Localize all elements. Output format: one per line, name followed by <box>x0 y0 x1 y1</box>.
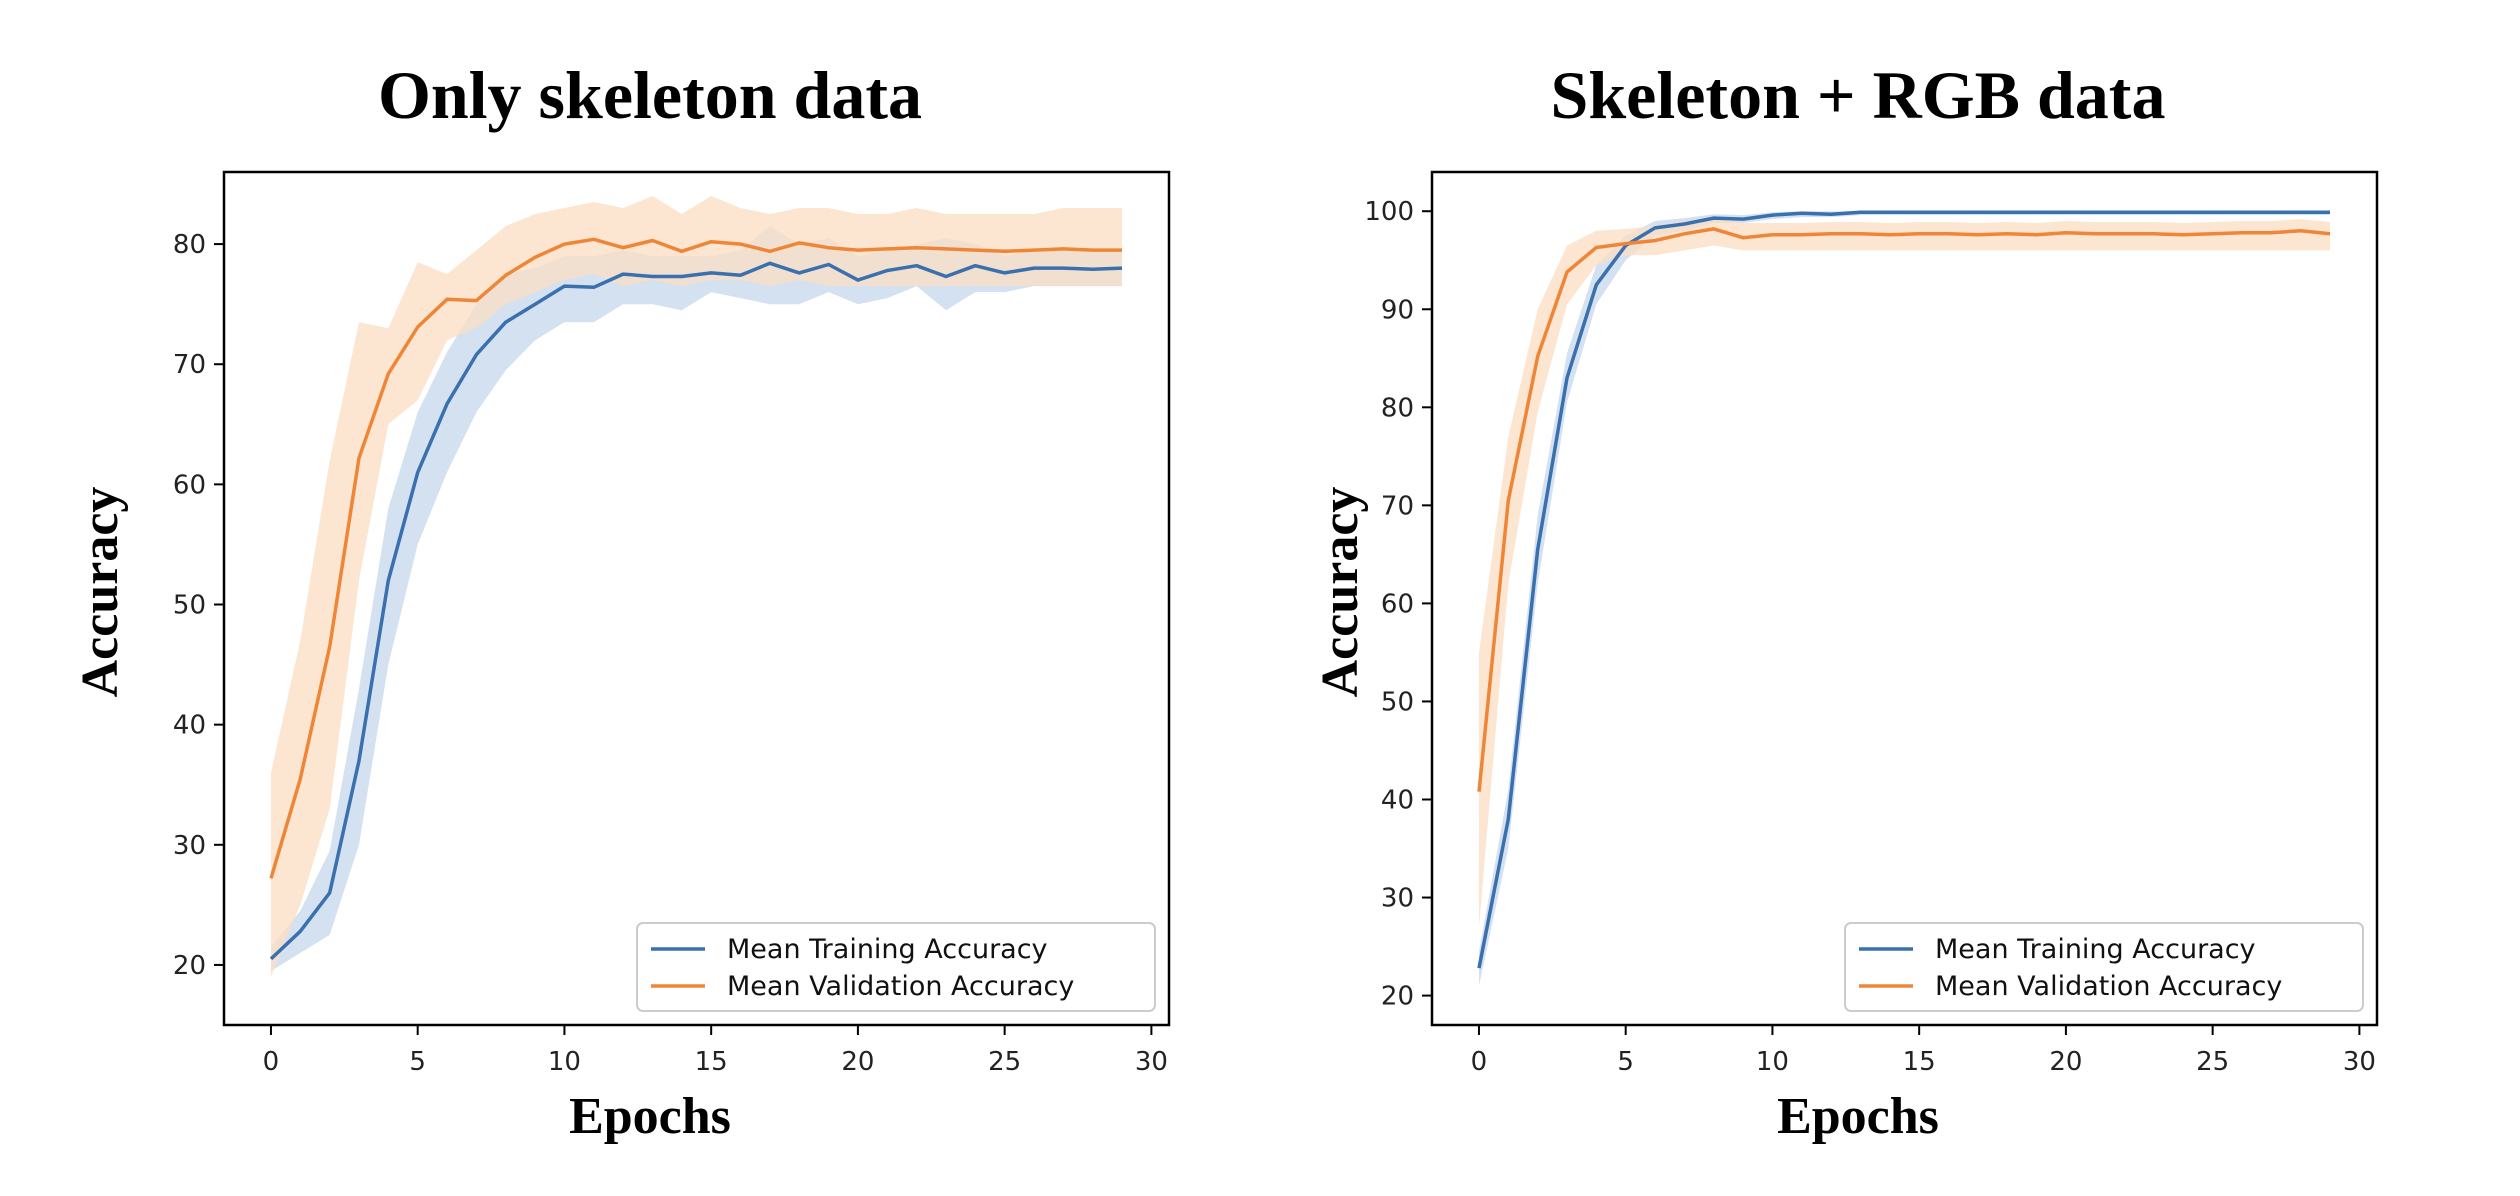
legend-label: Mean Training Accuracy <box>1935 934 2256 965</box>
x-tick-label: 20 <box>841 1047 874 1077</box>
legend-label: Mean Validation Accuracy <box>1935 971 2282 1002</box>
mean-training-accuracy-band <box>1479 211 2330 986</box>
x-tick-label: 10 <box>548 1047 581 1077</box>
y-tick-label: 30 <box>1381 884 1414 914</box>
x-tick-label: 25 <box>2196 1047 2229 1077</box>
legend-box <box>1844 922 2364 1012</box>
y-tick-label: 90 <box>1381 295 1414 325</box>
x-tick-label: 0 <box>263 1047 280 1077</box>
x-tick-label: 5 <box>409 1047 426 1077</box>
mean-training-accuracy-line <box>269 261 1123 961</box>
y-tick-label: 20 <box>173 951 206 981</box>
y-tick-label: 50 <box>173 591 206 621</box>
x-tick-label: 15 <box>1903 1047 1936 1077</box>
mean-validation-accuracy-line <box>1477 227 2331 792</box>
legend-label: Mean Validation Accuracy <box>727 971 1074 1002</box>
x-axis-title: Epochs <box>1777 1088 1939 1145</box>
plot-area <box>1477 210 2331 986</box>
y-tick-label: 80 <box>1381 393 1414 423</box>
y-axis-title: Accuracy <box>1312 487 1369 698</box>
plot-area <box>269 196 1123 977</box>
y-tick-label: 60 <box>1381 589 1414 619</box>
x-tick-label: 20 <box>2049 1047 2082 1077</box>
chart-title: Skeleton + RGB data <box>1551 57 2166 133</box>
x-tick-label: 25 <box>988 1047 1021 1077</box>
x-tick-label: 0 <box>1471 1047 1488 1077</box>
x-tick-label: 30 <box>2343 1047 2376 1077</box>
x-tick-label: 5 <box>1617 1047 1634 1077</box>
y-tick-label: 30 <box>173 831 206 861</box>
legend-label: Mean Training Accuracy <box>727 934 1048 965</box>
y-tick-label: 100 <box>1364 197 1414 227</box>
x-tick-label: 30 <box>1135 1047 1168 1077</box>
mean-validation-accuracy-line <box>269 237 1122 879</box>
legend: Mean Training Accuracy Mean Validation Ac… <box>636 922 1156 1012</box>
chart-only-skeleton: Only skeleton data Epochs Accuracy 0 5 10 1… <box>72 57 1171 1145</box>
chart-title: Only skeleton data <box>378 57 922 133</box>
axes-frame <box>1430 170 2379 1027</box>
legend-box <box>636 922 1156 1012</box>
y-tick-label: 70 <box>173 350 206 380</box>
chart-skeleton-rgb: Skeleton + RGB data Epochs Accuracy 0 5 10… <box>1312 57 2379 1145</box>
mean-validation-accuracy-band <box>271 196 1122 977</box>
axes-frame <box>222 170 1171 1027</box>
mean-validation-accuracy-band <box>1479 217 2330 928</box>
y-tick-label: 40 <box>1381 785 1414 815</box>
mean-training-accuracy-line <box>1477 210 2330 969</box>
y-tick-label: 20 <box>1381 982 1414 1012</box>
y-axis-title: Accuracy <box>72 487 129 698</box>
legend: Mean Training Accuracy Mean Validation Ac… <box>1844 922 2364 1012</box>
y-tick-label: 50 <box>1381 687 1414 717</box>
y-tick-label: 80 <box>173 230 206 260</box>
x-tick-label: 15 <box>695 1047 728 1077</box>
x-axis-title: Epochs <box>569 1088 731 1145</box>
y-tick-label: 60 <box>173 470 206 500</box>
y-tick-label: 40 <box>173 711 206 741</box>
x-tick-label: 10 <box>1756 1047 1789 1077</box>
y-tick-label: 70 <box>1381 491 1414 521</box>
